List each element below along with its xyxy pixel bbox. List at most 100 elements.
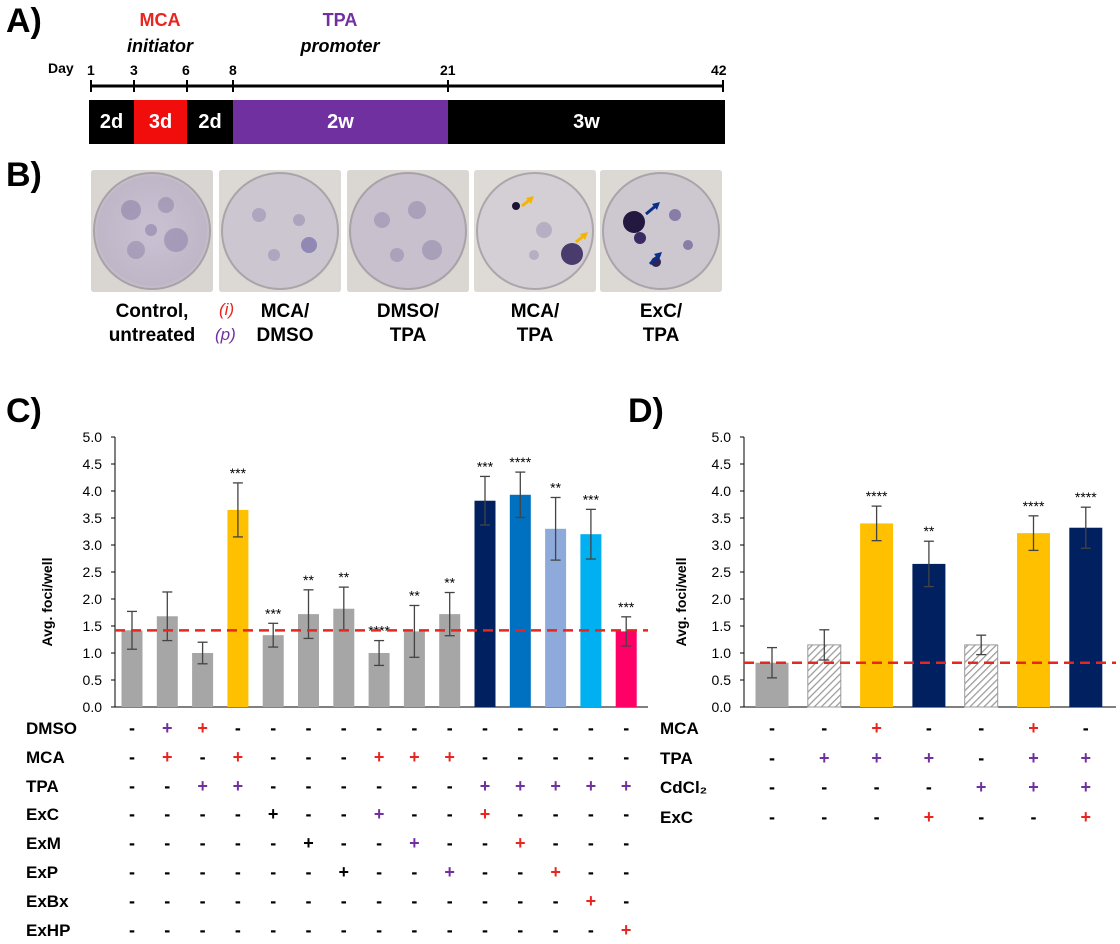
treatment-row-label: ExC: [26, 805, 60, 825]
treatment-cell: -: [234, 862, 241, 882]
timeline-segment-3w: 3w: [448, 100, 725, 144]
treatment-cell: -: [270, 890, 277, 911]
treatment-cell: -: [340, 718, 347, 738]
treatment-cell: -: [552, 919, 559, 940]
treatment-cell: +: [923, 747, 935, 768]
treatment-cell: +: [409, 746, 420, 767]
significance-label: ***: [618, 599, 635, 615]
treatment-cell: -: [129, 746, 135, 767]
treatment-cell: -: [270, 919, 277, 940]
mca-step-subtitle: initiator: [127, 36, 193, 56]
treatment-cell: +: [1080, 777, 1092, 797]
treatment-cell: -: [925, 718, 932, 738]
mca-step-title: MCA: [139, 10, 181, 30]
treatment-cell: -: [552, 746, 559, 767]
significance-label: **: [444, 575, 455, 591]
treatment-cell: -: [164, 833, 171, 854]
well-photo-mca-tpa: [474, 170, 596, 292]
treatment-cell: +: [1080, 747, 1092, 768]
treatment-cell: -: [164, 775, 171, 796]
treatment-cell: -: [482, 833, 488, 854]
treatment-cell: -: [978, 718, 985, 738]
bar: [192, 653, 214, 707]
treatment-cell: -: [821, 718, 828, 738]
treatment-cell: -: [305, 862, 312, 882]
treatment-cell: +: [373, 804, 385, 825]
treatment-cell: +: [444, 862, 455, 882]
treatment-cell: +: [162, 718, 173, 738]
timeline-segment-2d: 2d: [89, 100, 134, 144]
y-tick-label: 1.5: [83, 618, 103, 634]
bar: [474, 500, 496, 707]
bar: [1069, 527, 1103, 707]
treatment-cell: +: [515, 833, 526, 854]
treatment-cell: +: [871, 718, 882, 738]
treatment-row-label: ExC: [660, 807, 694, 827]
treatment-cell: +: [975, 777, 987, 797]
treatment-cell: -: [517, 890, 524, 911]
treatment-row-label: ExM: [26, 834, 61, 854]
treatment-row-label: CdCl₂: [660, 778, 708, 797]
treatment-cell: -: [769, 777, 775, 797]
bar: [368, 653, 390, 707]
treatment-cell: -: [821, 777, 828, 797]
bar: [912, 563, 946, 707]
well-photo-exc-tpa: [600, 170, 722, 292]
treatment-cell: -: [587, 746, 594, 767]
y-tick-label: 0.5: [712, 672, 732, 688]
treatment-cell: -: [873, 777, 880, 797]
treatment-cell: -: [769, 718, 775, 738]
treatment-cell: -: [623, 804, 630, 825]
bar: [615, 631, 637, 707]
treatment-cell: -: [517, 746, 524, 767]
bar: [439, 614, 461, 707]
significance-label: ***: [477, 458, 494, 474]
y-tick-label: 2.5: [83, 564, 103, 580]
treatment-cell: -: [411, 775, 418, 796]
treatment-cell: +: [338, 862, 350, 882]
panel-c-letter: C): [6, 392, 42, 430]
treatment-cell: -: [199, 746, 206, 767]
bar: [298, 614, 319, 707]
treatment-cell: -: [340, 775, 347, 796]
treatment-cell: +: [585, 775, 597, 796]
treatment-cell: -: [376, 862, 383, 882]
y-tick-label: 0.5: [83, 672, 103, 688]
treatment-row-label: MCA: [26, 747, 65, 767]
treatment-cell: -: [446, 775, 453, 796]
treatment-cell: -: [376, 919, 383, 940]
treatment-cell: -: [234, 833, 241, 854]
treatment-cell: +: [585, 890, 597, 911]
treatment-row-label: ExHP: [26, 920, 71, 940]
bar: [545, 528, 567, 707]
panel-b-letter: B): [6, 156, 42, 194]
treatment-cell: +: [197, 775, 208, 796]
treatment-cell: +: [819, 747, 830, 768]
treatment-cell: +: [479, 804, 491, 825]
significance-label: ****: [866, 488, 888, 504]
treatment-cell: -: [517, 862, 524, 882]
treatment-cell: +: [444, 746, 455, 767]
treatment-cell: -: [270, 833, 277, 854]
treatment-cell: -: [978, 806, 985, 827]
y-tick-label: 0.0: [712, 699, 732, 715]
treatment-cell: -: [623, 890, 630, 911]
treatment-cell: +: [232, 746, 244, 767]
bar: [227, 509, 249, 707]
treatment-cell: -: [482, 746, 488, 767]
treatment-cell: +: [550, 775, 561, 796]
treatment-cell: -: [623, 862, 630, 882]
y-tick-label: 4.0: [712, 483, 732, 499]
treatment-cell: -: [411, 919, 418, 940]
treatment-cell: -: [305, 775, 312, 796]
well-photo-mca-dmso: [219, 170, 341, 292]
y-tick-label: 3.0: [83, 537, 103, 553]
significance-label: **: [303, 572, 314, 588]
photo-label-line2: TPA: [516, 325, 554, 346]
timeline-segment-2d: 2d: [187, 100, 233, 144]
timeline-segment-2w: 2w: [233, 100, 448, 144]
treatment-cell: -: [129, 804, 135, 825]
treatment-cell: -: [340, 746, 347, 767]
legend-initiator: (i): [219, 300, 235, 319]
day-tick: 21: [440, 62, 456, 78]
